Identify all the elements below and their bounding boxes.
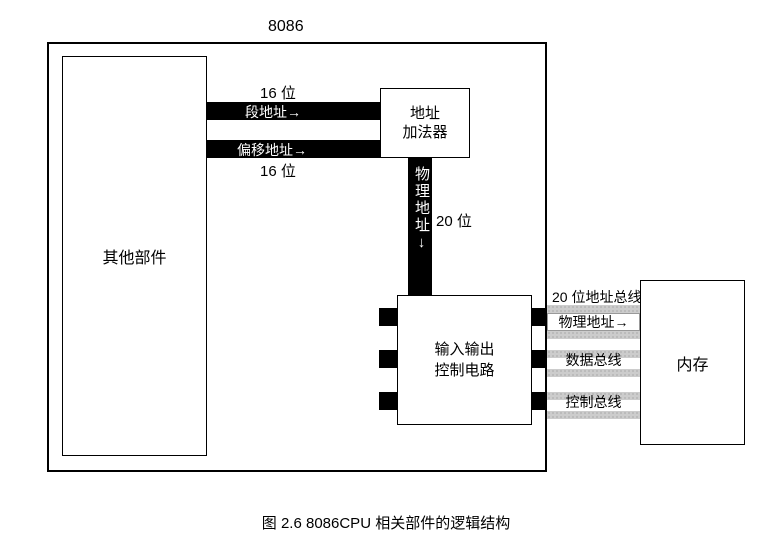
bus-addr-phys-cell: 物理地址→ xyxy=(547,313,640,331)
offset-bits-label: 16 位 xyxy=(260,160,296,181)
cpu-out-stub-2 xyxy=(379,350,397,368)
segment-addr-label: 段地址→ xyxy=(245,102,301,122)
cpu-out-stub-3 xyxy=(379,392,397,410)
io-stub-1 xyxy=(532,308,547,326)
memory-label: 内存 xyxy=(676,351,708,375)
segment-bits-label: 16 位 xyxy=(260,82,296,103)
bus-addr-phys-label: 物理地址→ xyxy=(559,312,629,332)
physical-bits-label: 20 位 xyxy=(436,210,472,231)
segment-addr-bar: 段地址→ xyxy=(207,102,380,120)
bus-ctrl-label: 控制总线 xyxy=(566,392,622,412)
io-control-box: 输入输出 控制电路 xyxy=(397,295,532,425)
bus-ctrl-bot xyxy=(547,411,640,419)
figure-caption: 图 2.6 8086CPU 相关部件的逻辑结构 xyxy=(0,512,772,533)
cpu-title: 8086 xyxy=(268,18,304,36)
io-stub-3 xyxy=(532,392,547,410)
bus-data-bot xyxy=(547,369,640,377)
physical-addr-vbar: 物理地址↓ xyxy=(408,158,432,295)
bus-ctrl-cell: 控制总线 xyxy=(547,393,640,411)
cpu-out-stub-1 xyxy=(379,308,397,326)
other-parts-label: 其他部件 xyxy=(102,244,166,268)
offset-addr-label: 偏移地址→ xyxy=(237,140,307,160)
offset-addr-bar: 偏移地址→ xyxy=(207,140,380,158)
diagram-canvas: 8086 其他部件 16 位 段地址→ 偏移地址→ 16 位 地址 加法器 物理… xyxy=(0,0,772,551)
bus-data-cell: 数据总线 xyxy=(547,351,640,369)
physical-addr-vlabel: 物理地址↓ xyxy=(411,166,432,253)
bus-addr-bits-label: 20 位地址总线 xyxy=(552,287,641,307)
bus-data-label: 数据总线 xyxy=(566,350,622,370)
other-parts-box: 其他部件 xyxy=(62,56,207,456)
memory-box: 内存 xyxy=(640,280,745,445)
address-adder-box: 地址 加法器 xyxy=(380,88,470,158)
io-control-label: 输入输出 控制电路 xyxy=(434,339,494,381)
address-adder-label: 地址 加法器 xyxy=(402,104,447,143)
bus-addr-bot xyxy=(547,331,640,339)
io-stub-2 xyxy=(532,350,547,368)
